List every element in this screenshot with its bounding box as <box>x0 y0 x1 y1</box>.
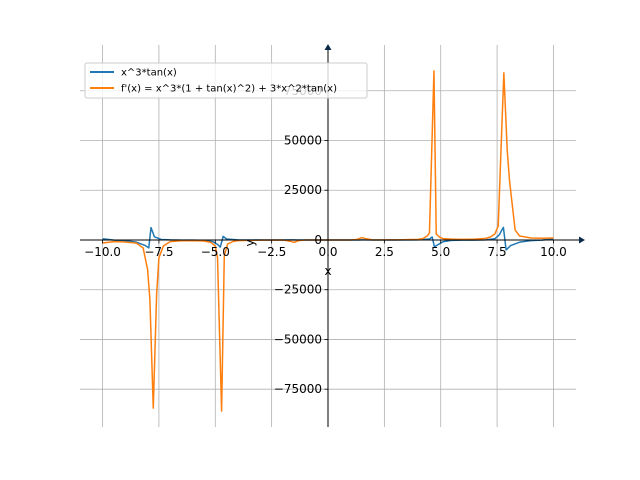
y-tick-label: 50000 <box>284 134 322 148</box>
y-tick-label: −50000 <box>274 332 322 346</box>
y-axis-arrow <box>324 44 332 50</box>
x-tick-label: 10.0 <box>540 245 567 259</box>
x-tick-label: −7.5 <box>144 245 173 259</box>
y-axis-label: y <box>243 239 257 246</box>
legend-box <box>84 62 368 99</box>
x-tick-label: 7.5 <box>488 245 507 259</box>
y-tick-label: 25000 <box>284 183 322 197</box>
x-tick-label: 0.0 <box>318 245 337 259</box>
y-tick-label: −25000 <box>274 283 322 297</box>
x-tick-label: 5.0 <box>431 245 450 259</box>
x-tick-label: −10.0 <box>84 245 121 259</box>
y-tick-label: 0 <box>314 233 322 247</box>
legend: x^3*tan(x) f'(x) = x^3*(1 + tan(x)^2) + … <box>84 62 368 99</box>
x-tick-label: −5.0 <box>201 245 230 259</box>
x-tick-label: 2.5 <box>375 245 394 259</box>
axes <box>80 44 585 427</box>
x-axis-label: x <box>324 264 331 278</box>
x-axis-arrow <box>579 236 585 244</box>
legend-label-2: f'(x) = x^3*(1 + tan(x)^2) + 3*x^2*tan(x… <box>121 84 337 95</box>
x-tick-label: −2.5 <box>257 245 286 259</box>
y-tick-label: −75000 <box>274 382 322 396</box>
legend-label-1: x^3*tan(x) <box>121 68 177 79</box>
